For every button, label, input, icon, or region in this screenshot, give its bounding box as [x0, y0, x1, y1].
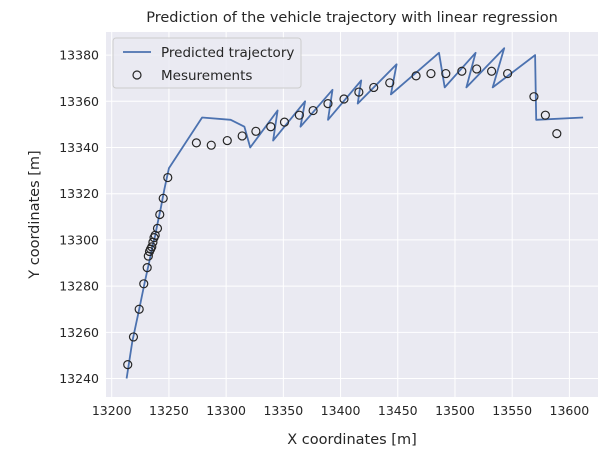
x-tick-label: 13600: [550, 403, 590, 418]
measurement-point: [503, 68, 513, 79]
x-tick-label: 13350: [263, 403, 303, 418]
measurement-point: [128, 332, 139, 342]
measurement-point: [152, 223, 163, 233]
measurement-point: [158, 193, 168, 203]
measurement-point: [266, 122, 276, 132]
measurement-point: [369, 82, 379, 93]
grid: [106, 32, 598, 397]
y-tick-label: 13260: [59, 325, 99, 340]
legend: Predicted trajectory Mesurements: [112, 37, 302, 89]
measurement-point: [339, 94, 349, 104]
measurement-point: [457, 66, 467, 76]
measurement-point: [411, 71, 421, 81]
y-tick-label: 13320: [59, 186, 99, 201]
measurement-point: [123, 360, 133, 370]
x-tick-label: 13300: [206, 403, 246, 418]
measurement-point: [354, 87, 364, 97]
y-tick-label: 13300: [59, 232, 99, 247]
measurement-point: [163, 172, 173, 183]
series-marker-layer: [123, 64, 562, 370]
measurement-point: [529, 92, 539, 102]
legend-marker-swatch: [132, 70, 142, 80]
measurement-point: [441, 68, 451, 79]
measurement-point: [540, 110, 550, 120]
measurement-point: [308, 105, 318, 116]
y-tick-label: 13340: [59, 140, 99, 155]
measurement-point: [294, 110, 304, 120]
x-axis-label: X coordinates [m]: [287, 432, 416, 448]
x-tick-label: 13450: [378, 403, 418, 418]
legend-entry-label: Mesurements: [161, 68, 252, 84]
measurement-point: [142, 263, 152, 273]
measurement-point: [237, 131, 247, 141]
measurement-point: [486, 66, 497, 76]
chart-title: Prediction of the vehicle trajectory wit…: [146, 10, 558, 26]
legend-box: [112, 37, 302, 89]
measurement-point: [222, 135, 232, 146]
y-tick-label: 13360: [59, 94, 99, 109]
x-tick-label: 13400: [321, 403, 361, 418]
measurement-point: [206, 140, 216, 150]
x-tick-label: 13200: [92, 403, 132, 418]
measurement-point: [251, 126, 261, 136]
y-tick-label: 13380: [59, 48, 99, 63]
y-tick-label: 13240: [59, 371, 99, 386]
measurement-point: [472, 64, 482, 74]
y-tick-label: 13280: [59, 279, 99, 294]
measurement-point: [323, 99, 333, 109]
measurement-point: [279, 117, 290, 127]
tick-labels: 13200 13250 13300 13350 13400 13450 13500 13550…: [59, 48, 589, 418]
x-tick-label: 13250: [149, 403, 189, 418]
y-axis-label: Y coordinates [m]: [27, 150, 43, 279]
measurement-point: [155, 209, 165, 220]
measurement-point: [552, 129, 562, 139]
x-tick-label: 13550: [492, 403, 532, 418]
x-tick-label: 13500: [435, 403, 475, 418]
measurement-point: [134, 304, 144, 314]
measurement-point: [139, 279, 149, 289]
measurement-point: [191, 138, 201, 148]
measurement-point: [147, 242, 157, 252]
measurement-point: [385, 78, 395, 88]
plot-area: [106, 32, 598, 397]
measurement-point: [426, 68, 436, 79]
legend-entry-label: Predicted trajectory: [161, 45, 294, 61]
